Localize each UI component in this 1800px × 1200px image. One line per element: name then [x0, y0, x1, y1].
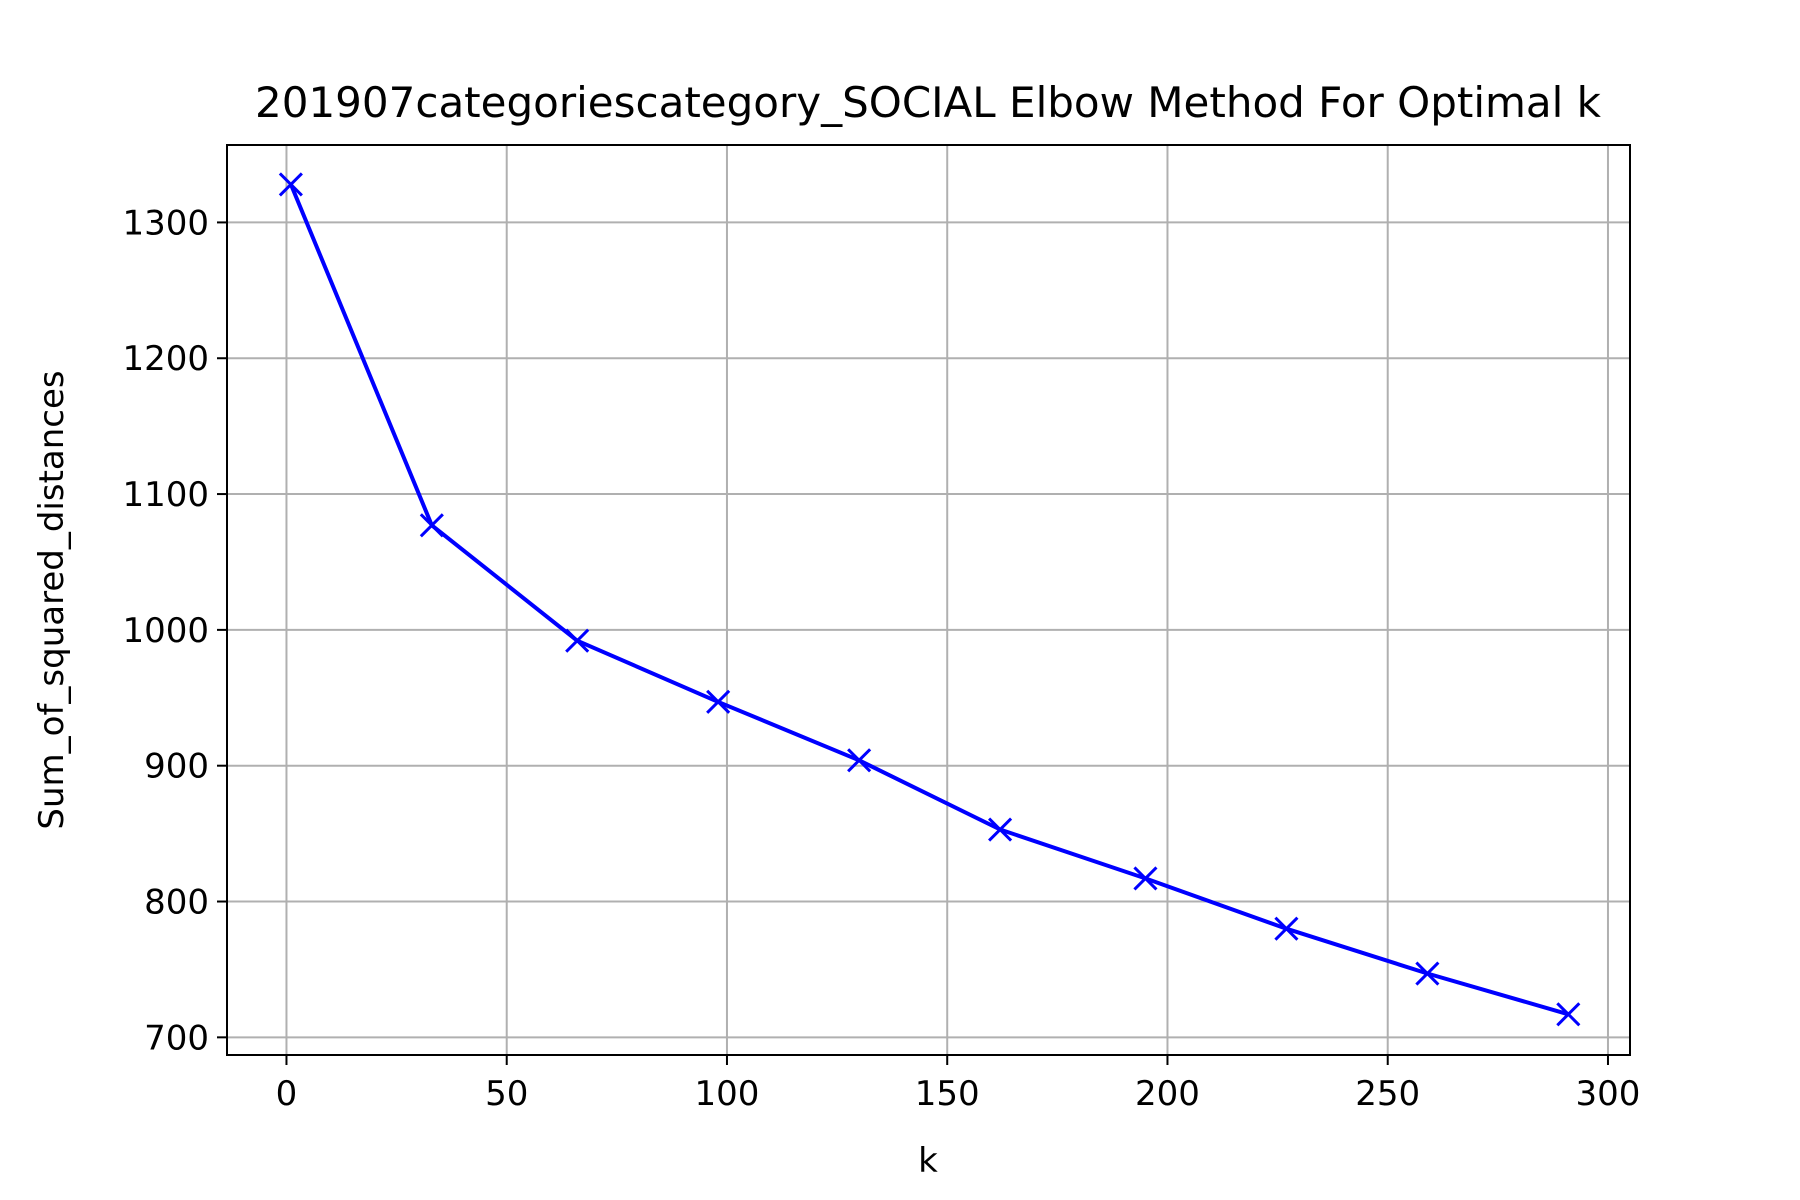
data-point-marker: [1274, 916, 1299, 941]
data-point-marker: [1556, 1002, 1581, 1027]
data-point-marker: [419, 513, 444, 538]
chart-title: 201907categoriescategory_SOCIAL Elbow Me…: [255, 78, 1602, 127]
x-tick-label: 150: [915, 1074, 980, 1114]
x-tick-label: 0: [276, 1074, 298, 1114]
x-tick-label: 100: [695, 1074, 760, 1114]
x-tick-label: 250: [1355, 1074, 1420, 1114]
y-tick-label: 1100: [122, 475, 209, 515]
x-tick-label: 50: [485, 1074, 528, 1114]
y-tick-label: 1000: [122, 611, 209, 651]
data-point-marker: [988, 817, 1013, 842]
series-line: [289, 183, 1569, 1017]
y-tick-label: 700: [144, 1018, 209, 1058]
data-point-marker: [847, 748, 872, 773]
axis-ticks: 0 50 100 150 200 250 300 700 800 900 1000 1100 1200 1…: [122, 203, 1640, 1114]
y-tick-label: 1200: [122, 339, 209, 379]
data-point-marker: [1415, 961, 1440, 986]
x-tick-label: 300: [1576, 1074, 1641, 1114]
series-layer: [278, 172, 1581, 1027]
data-point-marker: [706, 689, 731, 714]
x-tick-label: 200: [1135, 1074, 1200, 1114]
data-point-marker: [1133, 866, 1158, 891]
data-point-marker: [278, 172, 303, 197]
y-tick-label: 800: [144, 883, 209, 923]
grid-lines: [227, 145, 1630, 1055]
y-axis-label: Sum_of_squared_distances: [32, 370, 72, 829]
plot-frame: [226, 144, 1631, 1056]
data-point-marker: [565, 628, 590, 653]
y-tick-label: 900: [144, 747, 209, 787]
y-tick-label: 1300: [122, 203, 209, 243]
x-axis-label: k: [918, 1141, 938, 1181]
